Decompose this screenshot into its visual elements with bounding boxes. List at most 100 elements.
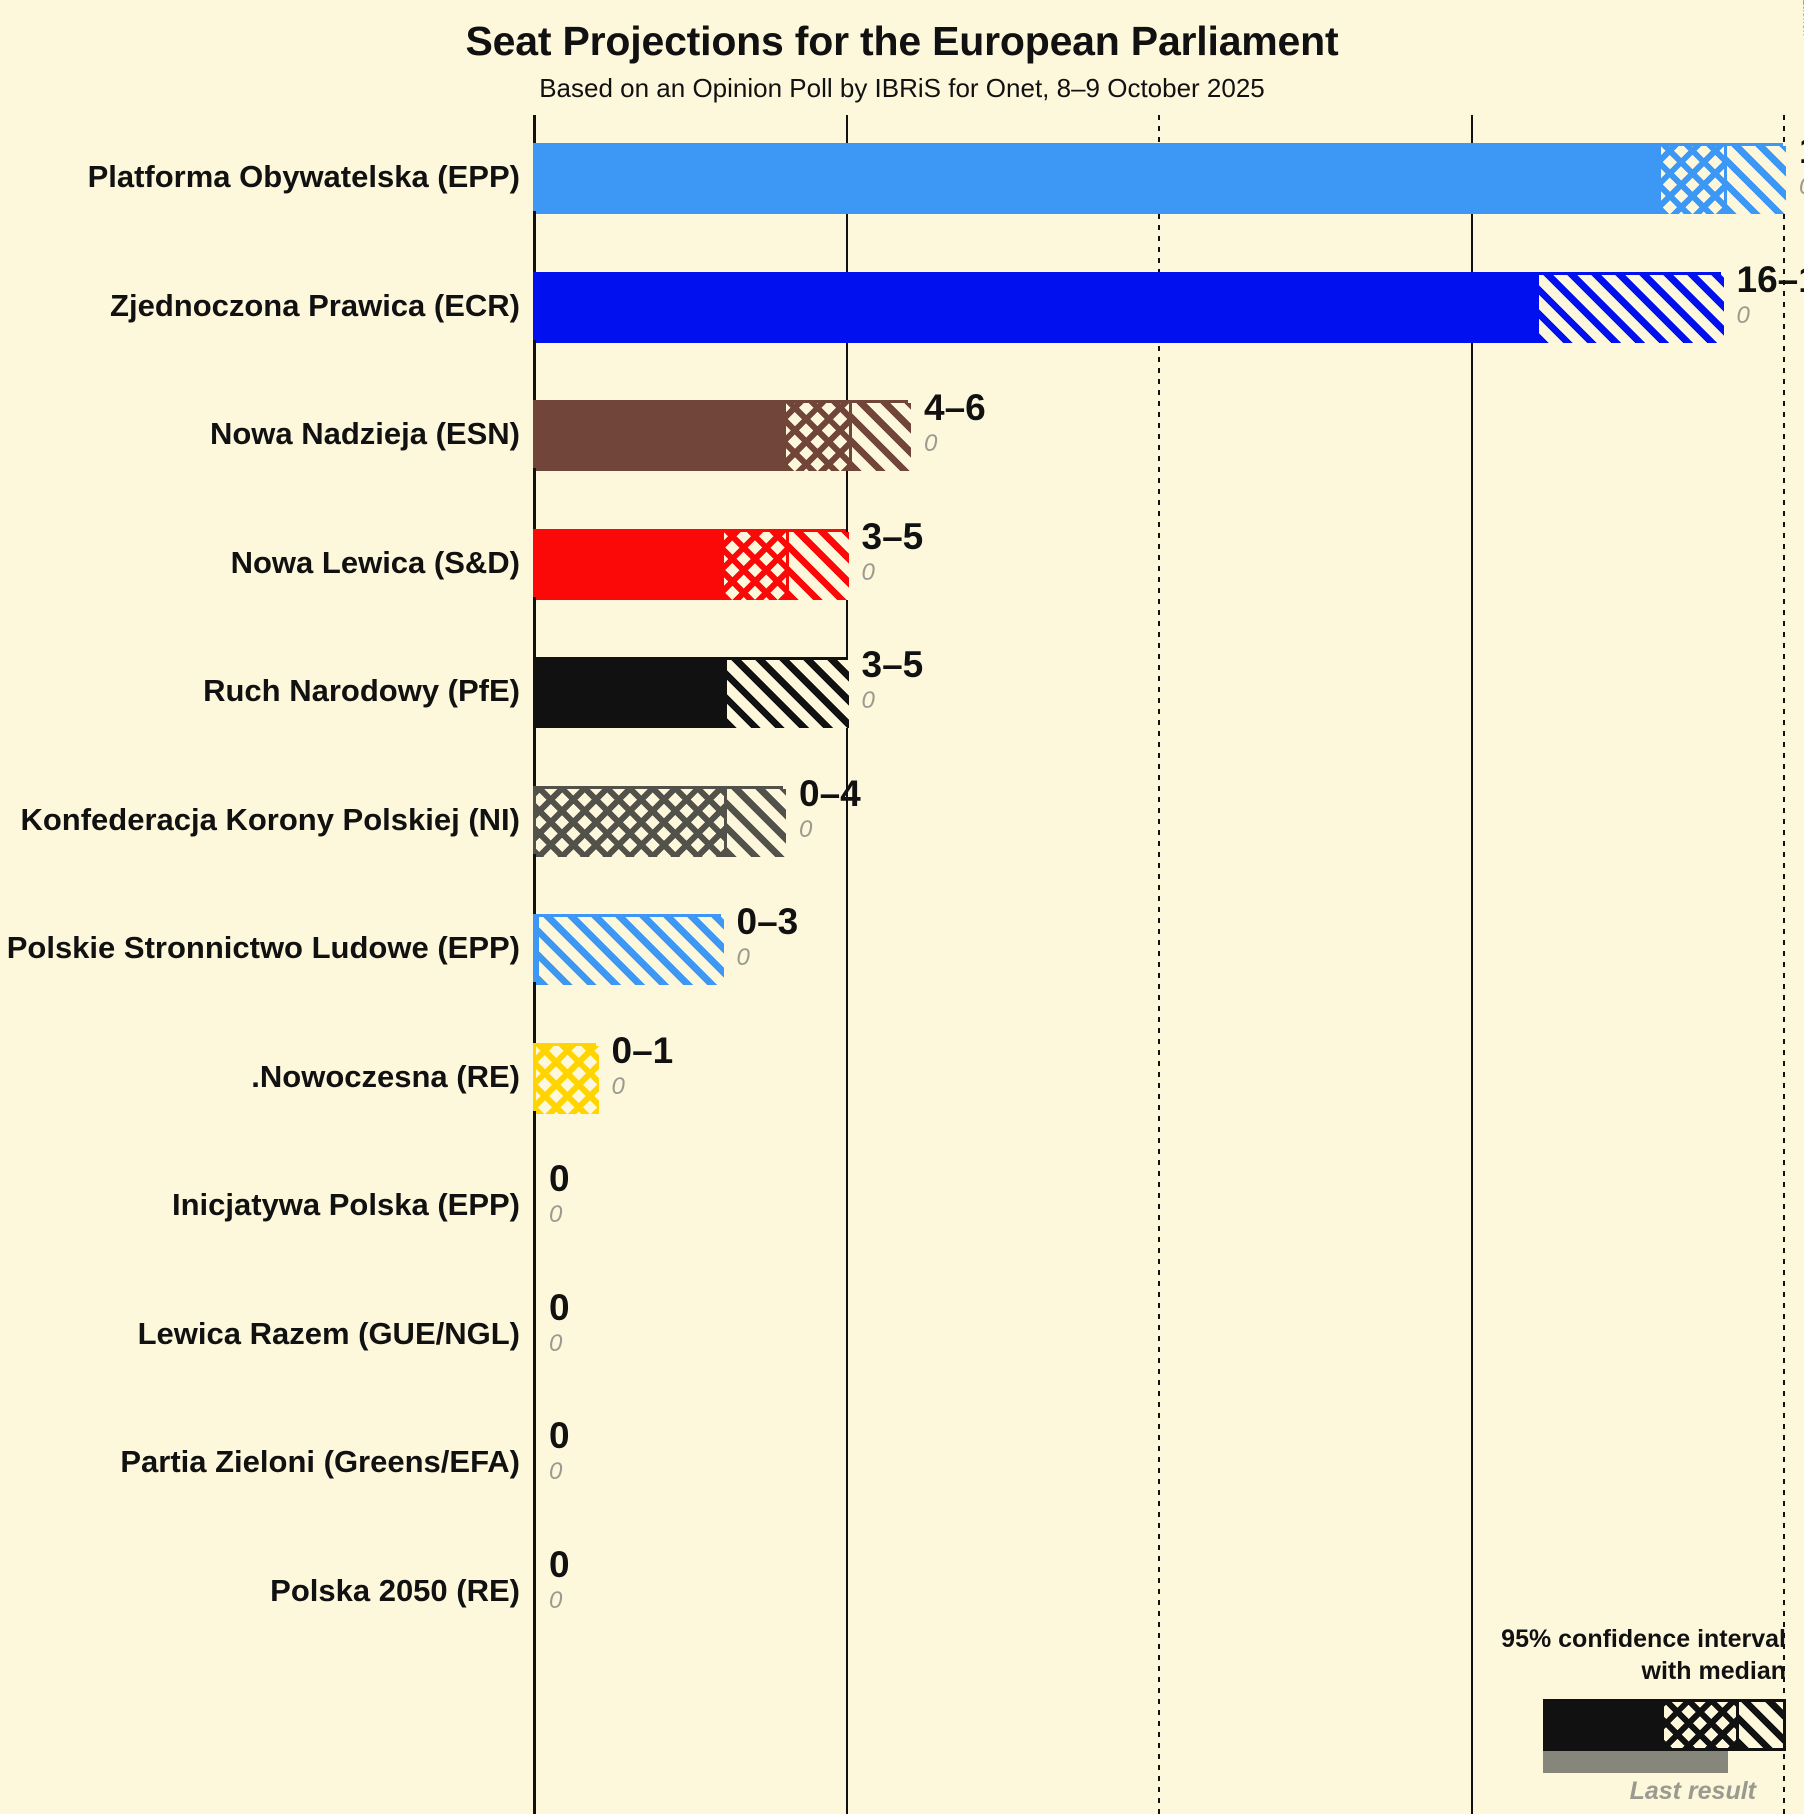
- confidence-interval-bar: [533, 1428, 534, 1496]
- legend: 95% confidence interval with median Last…: [1456, 1623, 1786, 1806]
- bar-outline: [533, 1042, 599, 1114]
- bar-row: Platforma Obywatelska (EPP) 17–200: [0, 117, 1804, 237]
- bar-row-label: Partia Zieloni (Greens/EFA): [120, 1444, 520, 1479]
- confidence-interval-bar: [533, 657, 849, 728]
- bar-row-label: Konfederacja Korony Polskiej (NI): [20, 801, 520, 837]
- legend-line-2: with median: [1641, 1657, 1786, 1685]
- bar-segment-upper: [848, 403, 911, 471]
- bar-row-label: Nowa Nadzieja (ESN): [209, 416, 520, 451]
- bar-last-result: 0: [1799, 173, 1804, 201]
- bar-row-label: .Nowoczesna (RE): [251, 1058, 520, 1094]
- bar-row: Zjednoczona Prawica (ECR) 16–190: [0, 246, 1804, 366]
- bar-last-result: 0: [611, 1072, 625, 1100]
- confidence-interval-bar: [533, 785, 786, 857]
- bar-value-range: 0: [549, 1158, 570, 1199]
- bar-value-block: 17–200: [1799, 129, 1804, 201]
- bar-segment-solid: [536, 146, 1661, 214]
- bar-segment-upper: [786, 531, 849, 600]
- bar-segment-median: [786, 403, 849, 471]
- bar-row-label: Polskie Stronnictwo Ludowe (EPP): [6, 930, 520, 965]
- bar-value-range: 16–19: [1736, 258, 1804, 300]
- gridline-5: [845, 115, 848, 1814]
- bar-outline: [533, 785, 786, 857]
- bar-last-result: 0: [549, 1201, 563, 1228]
- bar-segment-median: [536, 1045, 599, 1114]
- legend-upper-swatch: [1736, 1702, 1783, 1748]
- bar-last-result: 0: [549, 1329, 563, 1357]
- bar-last-result: 0: [861, 558, 875, 586]
- bar-outline: [533, 914, 724, 985]
- legend-last-result-swatch: [1543, 1751, 1728, 1773]
- bar-last-result: 0: [1736, 301, 1750, 329]
- bar-row-label: Nowa Lewica (S&D): [230, 544, 520, 580]
- bar-value-range: 3–5: [861, 644, 924, 685]
- bar-outline: [533, 657, 849, 728]
- bar-segment-median: [1661, 146, 1724, 214]
- gridline-20: [1783, 115, 1785, 1814]
- confidence-interval-bar: [533, 400, 911, 471]
- bar-row: Konfederacja Korony Polskiej (NI) 0–4 0: [0, 760, 1804, 880]
- bar-value-block: 16–190: [1737, 258, 1804, 330]
- bar-segment-solid: [536, 274, 1536, 343]
- chart-subtitle: Based on an Opinion Poll by IBRiS for On…: [539, 73, 1265, 103]
- confidence-interval-bar: [533, 1557, 534, 1625]
- bar-segment-solid: [536, 403, 786, 471]
- bar-value-block: 4–6 0: [924, 386, 986, 458]
- bar-outline: [533, 143, 1786, 214]
- bar-value-block: 3–5 0: [862, 643, 924, 715]
- gridline-10: [1158, 115, 1160, 1814]
- bar-outline: [533, 528, 849, 600]
- bar-segment-upper: [723, 660, 849, 728]
- bar-last-result: 0: [736, 944, 750, 971]
- confidence-interval-bar: [533, 1300, 534, 1368]
- bar-segment-upper: [536, 917, 724, 985]
- legend-last-result-label: Last result: [1629, 1777, 1756, 1805]
- bar-value-block: 0–1 0: [612, 1029, 674, 1101]
- confidence-interval-bar: [533, 914, 724, 985]
- bar-segment-median: [536, 788, 724, 857]
- copyright-notice: © 2025 Filip van Laenen: [1800, 0, 1804, 36]
- plot-area: Platforma Obywatelska (EPP)17–200Zjednoc…: [0, 115, 1804, 1814]
- bar-value-block: 0–3 0: [737, 900, 799, 972]
- bar-value-range: 0–4: [799, 772, 861, 814]
- bar-last-result: 0: [549, 1586, 563, 1614]
- bar-value-range: 4–6: [924, 387, 986, 428]
- bar-segment-upper: [1536, 274, 1724, 343]
- bar-value-range: 3–5: [861, 515, 924, 557]
- bar-row-label: Lewica Razem (GUE/NGL): [137, 1315, 520, 1351]
- bar-segment-upper: [1723, 146, 1786, 214]
- bar-row: Partia Zieloni (Greens/EFA) 0 0: [0, 1402, 1804, 1522]
- legend-interval-bar: [1543, 1699, 1786, 1751]
- bar-row: Nowa Nadzieja (ESN) 4–6 0: [0, 374, 1804, 494]
- confidence-interval-bar: [533, 271, 1724, 343]
- bar-row: Lewica Razem (GUE/NGL) 0 0: [0, 1274, 1804, 1394]
- bar-row-label: Inicjatywa Polska (EPP): [171, 1187, 520, 1222]
- bar-row: .Nowoczesna (RE) 0–1 0: [0, 1017, 1804, 1137]
- legend-median-swatch: [1664, 1702, 1736, 1748]
- bar-segment-upper: [723, 788, 786, 857]
- bar-value-block: 3–5 0: [862, 515, 924, 587]
- bar-row: Nowa Lewica (S&D) 3–5 0: [0, 503, 1804, 623]
- bar-segment-solid: [536, 660, 724, 728]
- bar-row-label: Ruch Narodowy (PfE): [203, 673, 520, 708]
- bar-value-range: 0: [549, 1286, 570, 1328]
- bar-value-range: 17–20: [1799, 129, 1804, 173]
- bar-segment-median: [723, 531, 786, 600]
- gridline-15: [1470, 115, 1473, 1814]
- bar-value-range: 0: [549, 1543, 570, 1585]
- bar-value-range: 0–3: [736, 901, 799, 942]
- legend-line-1: 95% confidence interval: [1501, 1625, 1786, 1653]
- confidence-interval-bar: [533, 1171, 534, 1239]
- bar-row-label: Polska 2050 (RE): [270, 1572, 520, 1608]
- bar-last-result: 0: [924, 430, 938, 457]
- page-title: Seat Projections for the European Parlia…: [465, 18, 1339, 64]
- bar-outline: [533, 271, 1724, 343]
- bar-value-range: 0: [549, 1415, 570, 1456]
- bar-row: Polskie Stronnictwo Ludowe (EPP) 0–3 0: [0, 888, 1804, 1008]
- confidence-interval-bar: [533, 1042, 599, 1114]
